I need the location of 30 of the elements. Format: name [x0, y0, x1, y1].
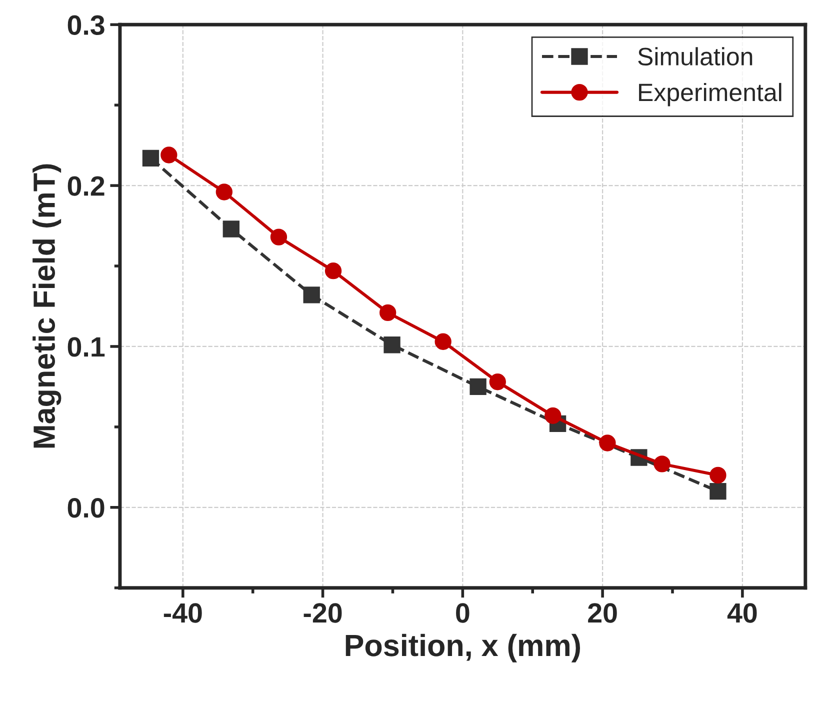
y-tick-label: 0.3 — [68, 15, 104, 36]
x-tick-label: 20 — [588, 603, 617, 623]
point — [216, 184, 232, 200]
legend-label: Simulation — [638, 47, 752, 66]
point — [489, 374, 506, 390]
point — [303, 286, 320, 304]
point — [270, 228, 288, 246]
legend-label: Experimental — [639, 82, 782, 106]
y-tick-label: 0.2 — [68, 176, 104, 196]
point — [470, 378, 486, 396]
point — [434, 333, 452, 350]
point — [710, 482, 726, 500]
point — [380, 304, 396, 322]
y-tick-label: 0.1 — [68, 337, 105, 357]
point — [654, 456, 670, 472]
point — [324, 262, 342, 280]
x-tick-label: 0 — [456, 603, 470, 623]
point — [599, 434, 616, 452]
x-tick-label: -20 — [304, 603, 342, 623]
point — [384, 336, 400, 354]
x-tick-label: -40 — [164, 603, 202, 623]
point — [544, 407, 562, 424]
point — [142, 150, 160, 167]
point — [710, 466, 726, 484]
point — [160, 146, 178, 164]
y-tick-label: 0.0 — [68, 498, 104, 518]
y-axis-title: Magnetic Field (mT) — [32, 164, 62, 448]
x-tick-label: 40 — [727, 603, 757, 623]
point — [222, 220, 240, 238]
x-axis-title: Position, x (mm) — [346, 634, 580, 662]
